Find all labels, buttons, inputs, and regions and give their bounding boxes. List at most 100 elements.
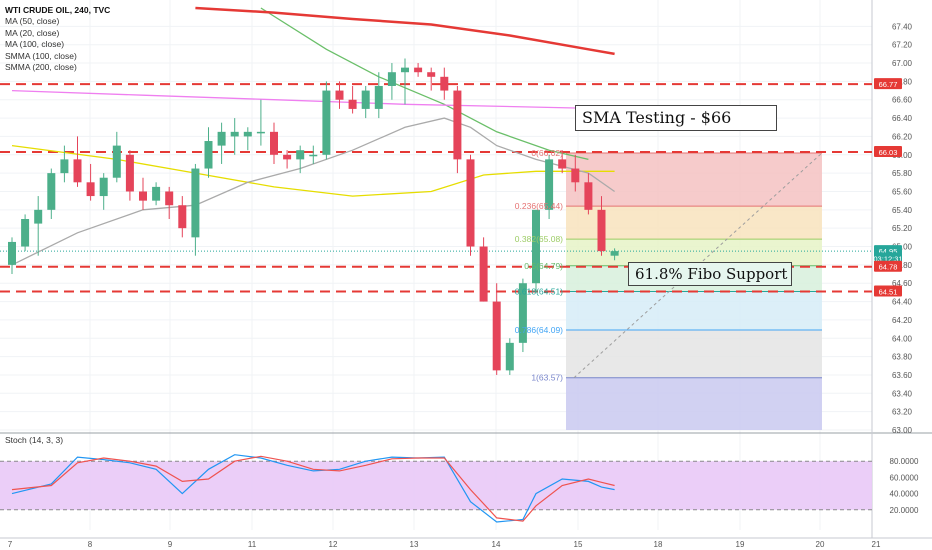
- stochastic-panel: [0, 454, 872, 523]
- price-tag-bg: [874, 260, 902, 272]
- ma-line: [260, 7, 589, 161]
- stoch-title[interactable]: Stoch (14, 3, 3): [5, 435, 64, 445]
- stoch-line: [11, 454, 615, 523]
- legend-ma50[interactable]: MA (50, close): [5, 16, 60, 27]
- candle-body: [47, 173, 56, 210]
- price-tag-text: 64.51: [879, 287, 898, 296]
- price-axis: 67.40 67.20 67.00 66.80 66.60 66.40 66.20 66.00…: [890, 22, 919, 514]
- price-tick-label: 67.40: [892, 22, 913, 31]
- annotation-fibo-support[interactable]: 61.8% Fibo Support: [628, 262, 792, 286]
- time-tick-label: 20: [816, 540, 825, 549]
- time-tick-label: 13: [410, 540, 419, 549]
- price-tag-text: 66.77: [879, 80, 898, 89]
- candle-body: [610, 251, 619, 256]
- fib-zone: [566, 152, 822, 207]
- fib-zone: [566, 377, 822, 430]
- price-tag-text: 03:12:31: [873, 254, 902, 263]
- candle-body: [230, 131, 239, 137]
- fib-level-label: 0.382(65.08): [515, 234, 563, 244]
- fib-level-label: 0.618(64.51): [515, 286, 563, 296]
- candle-body: [571, 168, 580, 183]
- candle-body: [414, 67, 423, 73]
- candle-body: [545, 159, 554, 210]
- price-tick-label: 66.20: [892, 132, 913, 141]
- candle-body: [217, 131, 226, 146]
- fib-level-label: 0.236(65.44): [515, 201, 563, 211]
- fib-zone: [566, 206, 822, 240]
- price-tag-bg: [874, 78, 902, 90]
- time-tick-label: 18: [654, 540, 663, 549]
- price-tick-label: 64.00: [892, 334, 913, 343]
- time-tick-label: 8: [88, 540, 93, 549]
- time-tick-label: 9: [168, 540, 173, 549]
- horizontal-levels: [0, 83, 872, 293]
- candle-body: [139, 191, 147, 201]
- time-tick-label: 14: [492, 540, 501, 549]
- ma-line: [195, 6, 615, 56]
- price-tick-label: 66.80: [892, 77, 913, 86]
- candle-body: [518, 283, 527, 343]
- candle-body: [492, 301, 501, 371]
- candle-body: [86, 182, 95, 197]
- price-tag-bg: [874, 285, 902, 297]
- price-tick-label: 67.00: [892, 59, 913, 68]
- fib-level-label: 1(63.57): [531, 373, 563, 383]
- candle-body: [191, 168, 200, 238]
- legend-ma20[interactable]: MA (20, close): [5, 27, 60, 38]
- candle-body: [401, 67, 409, 73]
- time-tick-label: 21: [872, 540, 881, 549]
- price-tick-label: 67.20: [892, 41, 913, 50]
- candle-body: [335, 90, 344, 100]
- price-tag-text: 66.03: [879, 148, 898, 157]
- candle-body: [178, 205, 187, 229]
- stoch-line: [11, 455, 615, 522]
- legend-smma200[interactable]: SMMA (200, close): [5, 62, 77, 73]
- candle-body: [479, 246, 488, 302]
- candle-body: [73, 159, 82, 183]
- price-tick-label: 64.40: [892, 298, 913, 307]
- candle-body: [309, 154, 318, 157]
- candle-body: [597, 209, 606, 252]
- price-tick-label: 66.40: [892, 114, 913, 123]
- candle-body: [466, 159, 475, 247]
- price-tick-label: 66.00: [892, 151, 913, 160]
- fib-trend-line: [573, 152, 823, 379]
- annotation-sma-testing[interactable]: SMA Testing - $66: [575, 105, 777, 131]
- price-tick-label: 64.20: [892, 316, 913, 325]
- fib-zone: [566, 291, 822, 331]
- candle-body: [374, 85, 383, 109]
- candle-body: [270, 131, 278, 155]
- candle-body: [453, 90, 462, 160]
- fib-zone: [566, 239, 822, 266]
- price-tick-label: 65.00: [892, 243, 913, 252]
- price-tick-label: 63.20: [892, 408, 913, 417]
- price-tick-label: 65.20: [892, 224, 913, 233]
- legend-smma100[interactable]: SMMA (100, close): [5, 50, 77, 61]
- candle-body: [152, 186, 161, 201]
- time-tick-label: 12: [329, 540, 338, 549]
- price-tick-label: 63.40: [892, 389, 913, 398]
- candles: [8, 58, 619, 375]
- chart-title: WTI CRUDE OIL, 240, TVC: [5, 5, 111, 15]
- time-tick-label: 19: [736, 540, 745, 549]
- candle-body: [387, 72, 396, 86]
- candle-body: [584, 182, 593, 210]
- stoch-tick-label: 40.0000: [890, 490, 919, 499]
- candle-body: [440, 76, 449, 91]
- legend-ma100[interactable]: MA (100, close): [5, 39, 65, 50]
- time-tick-label: 15: [574, 540, 583, 549]
- price-tag-text: 64.95: [879, 247, 898, 256]
- price-tick-label: 64.60: [892, 279, 913, 288]
- candle-body: [427, 72, 436, 77]
- time-tick-label: 11: [248, 540, 257, 549]
- candle-body: [60, 159, 69, 174]
- candle-body: [256, 131, 265, 134]
- candle-body: [243, 131, 252, 137]
- price-tick-label: 65.80: [892, 169, 913, 178]
- candle-body: [505, 342, 514, 371]
- fib-level-label: 0(66.02): [531, 148, 563, 158]
- price-tick-label: 64.80: [892, 261, 913, 270]
- candle-body: [558, 159, 567, 169]
- candle-body: [348, 99, 357, 109]
